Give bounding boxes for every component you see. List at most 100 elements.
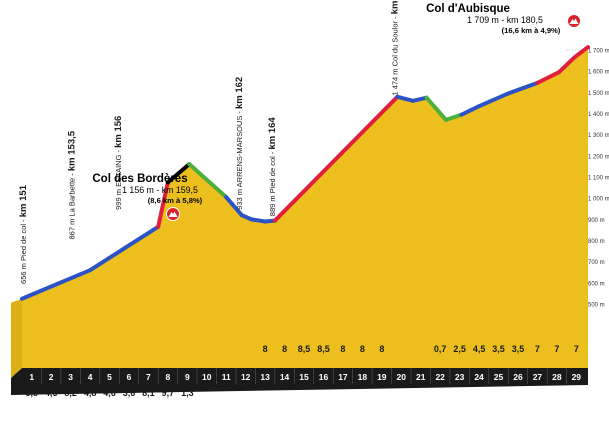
km-label: 16 [319, 372, 329, 382]
km-strip: 1 2 3 4 5 6 7 8 9 10 11 12 13 14 15 16 17 18 19 20 21 22 23 24 2… [11, 344, 588, 398]
km-label: 5 [107, 372, 112, 382]
profile-segment [424, 95, 449, 122]
profile-segment [444, 112, 464, 122]
gradient-edge [20, 45, 590, 301]
summit-name: Col des Bordères [92, 173, 187, 185]
km-label: 19 [377, 372, 387, 382]
elevation-area [22, 47, 588, 368]
profile-segment [88, 224, 161, 273]
y-tick-label: 1 500 m [588, 91, 609, 97]
point-km: km 151 [18, 184, 29, 217]
profile-segment [187, 162, 229, 200]
km-label: 6 [127, 372, 132, 382]
y-tick-label: 1 700 m [588, 48, 609, 54]
point-km: km 162 [234, 77, 245, 109]
profile-segment [535, 70, 561, 85]
km-label: 21 [416, 372, 426, 382]
km-label: 27 [533, 372, 543, 382]
y-tick-label: 1 100 m [588, 175, 609, 181]
point-label: 656 m Pied de col - km 151 [18, 184, 29, 284]
gradient-label: 8 [360, 344, 365, 354]
km-label: 10 [202, 372, 212, 382]
summit-detail: (16,6 km à 4,9%) [502, 26, 561, 35]
km-label: 18 [358, 372, 368, 382]
elevation-texture [22, 47, 588, 368]
km-label: 2 [49, 372, 54, 382]
gradient-label: 8 [379, 344, 384, 354]
y-tick-label: 1 300 m [588, 133, 609, 139]
point-label: 889 m Pied de col - km 164 [267, 117, 278, 217]
gradient-label: 0,7 [434, 344, 447, 354]
profile-segment [395, 94, 415, 103]
y-tick-label: 1 200 m [588, 154, 609, 160]
gradient-label: 5,8 [25, 388, 38, 398]
gradient-label: 4,6 [103, 388, 116, 398]
y-tick-label: 900 m [588, 218, 605, 224]
profile-segment [506, 80, 540, 96]
point-label: 867 m La Barbette - km 153,5 [67, 130, 78, 239]
y-tick-label: 1 600 m [588, 70, 609, 76]
point-labels: 656 m Pied de col - km 151 867 m La Barbe… [18, 0, 400, 284]
profile-side [11, 298, 22, 378]
point-name: 889 m Pied de col - [268, 150, 277, 217]
profile-segment [572, 45, 590, 60]
profile-segment [249, 217, 268, 224]
summit-marker-icon [166, 207, 180, 221]
y-tick-label: 700 m [588, 260, 605, 266]
km-label: 13 [260, 372, 270, 382]
summit-detail: (8,6 km à 5,8%) [148, 196, 203, 205]
gradient-label: 8,5 [298, 344, 311, 354]
profile-segment [224, 195, 244, 218]
gradient-label: 8,2 [64, 388, 77, 398]
point-name: 867 m La Barbette - [68, 171, 77, 239]
point-label: 999 m ESTAING - km 156 [113, 116, 124, 210]
gradient-label: 7 [574, 344, 579, 354]
profile-front-face [11, 298, 22, 378]
gradient-label: 3,5 [512, 344, 525, 354]
y-tick-label: 800 m [588, 239, 605, 245]
km-label: 22 [435, 372, 445, 382]
gradient-label: 8 [263, 344, 268, 354]
point-km: km 153,5 [67, 130, 78, 171]
gradient-label: 3,5 [492, 344, 505, 354]
km-label: 15 [299, 372, 309, 382]
summit-name: Col d'Aubisque [426, 3, 510, 15]
gradient-label: 9,7 [162, 388, 175, 398]
point-km: km 171 [389, 0, 400, 14]
summit-marker-icon [567, 14, 581, 28]
point-text: 889 m Pied de col - km 164 [267, 117, 278, 217]
y-tick-label: 500 m [588, 303, 605, 309]
point-name: 933 m ARRENS-MARSOUS - [235, 109, 244, 210]
gradient-label: 8 [282, 344, 287, 354]
km-label: 20 [397, 372, 407, 382]
point-km: km 156 [113, 116, 124, 148]
point-text: 1 474 m Col du Soulor - km 171 [389, 0, 400, 96]
km-label: 25 [494, 372, 504, 382]
gradient-label: 1,3 [181, 388, 194, 398]
gradient-label: 3,6 [123, 388, 136, 398]
profile-segment [477, 91, 511, 109]
gradient-label: 8 [340, 344, 345, 354]
summit-aubisque: Col d'Aubisque 1 709 m - km 180,5 (16,6 … [426, 3, 581, 35]
km-label: 26 [513, 372, 523, 382]
y-tick-label: 600 m [588, 281, 605, 287]
point-text: 656 m Pied de col - km 151 [18, 184, 29, 284]
km-label: 23 [455, 372, 465, 382]
km-label: 9 [185, 372, 190, 382]
gradient-label: 8,5 [317, 344, 330, 354]
profile-segment [556, 55, 577, 75]
km-band [11, 368, 588, 395]
km-label: 12 [241, 372, 251, 382]
km-label: 3 [68, 372, 73, 382]
y-tick-label: 1 400 m [588, 112, 609, 118]
profile-segment [459, 104, 482, 117]
km-label: 28 [552, 372, 562, 382]
gradient-label: 2,5 [453, 344, 466, 354]
km-label: 4 [88, 372, 93, 382]
point-text: 933 m ARRENS-MARSOUS - km 162 [234, 77, 245, 210]
summit-bordere: Col des Bordères 1 156 m - km 159,5 (8,6… [92, 173, 203, 221]
profile-segment [20, 268, 93, 301]
summit-altitude: 1 709 m - km 180,5 [467, 15, 543, 25]
gradient-label: 7 [554, 344, 559, 354]
